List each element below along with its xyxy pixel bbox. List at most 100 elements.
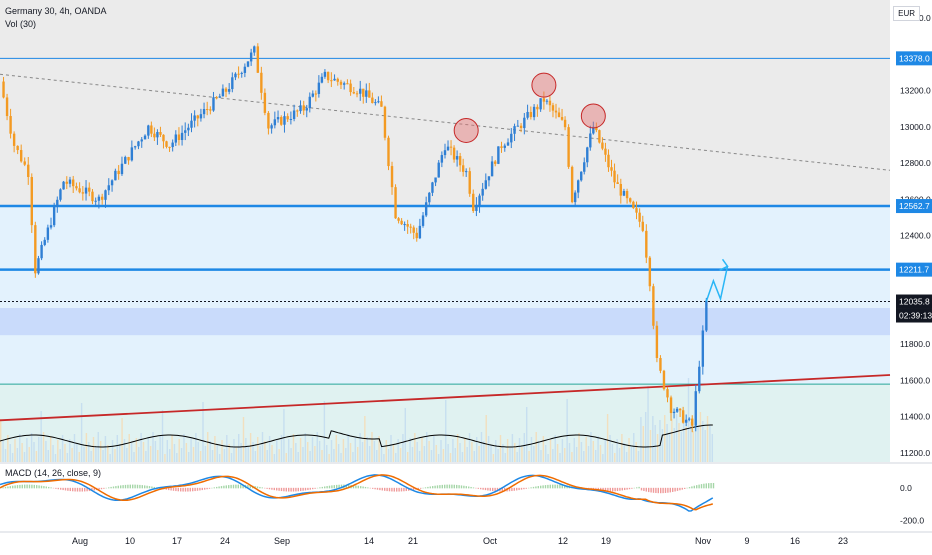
time-tick: Sep <box>274 536 290 546</box>
macd-bar <box>645 487 647 492</box>
candle-body <box>380 101 383 107</box>
macd-bar <box>696 485 698 489</box>
volume-bar <box>506 439 509 462</box>
candle-body <box>91 191 94 202</box>
candle-body <box>359 88 362 94</box>
currency-label[interactable]: EUR <box>893 6 920 21</box>
volume-bar <box>166 440 168 462</box>
macd-bar <box>360 486 362 489</box>
candle-body <box>523 117 526 129</box>
volume-bar <box>233 439 235 462</box>
volume-bar <box>385 440 387 462</box>
candle-body <box>72 179 75 187</box>
price-label-box <box>896 294 932 309</box>
candle-body <box>190 120 193 128</box>
candle-body <box>94 200 97 202</box>
macd-bar <box>242 484 244 489</box>
macd-bar <box>278 487 280 491</box>
candle-body <box>299 105 302 112</box>
candle-body <box>567 127 570 167</box>
candle-body <box>314 93 318 95</box>
macd-bar <box>204 487 206 490</box>
macd-bar <box>280 487 283 492</box>
macd-bar <box>247 485 249 489</box>
candle-body <box>516 125 520 127</box>
volume-bar <box>337 444 340 462</box>
macd-bar <box>369 487 371 489</box>
macd-bar <box>379 487 381 491</box>
macd-bar <box>544 485 547 489</box>
macd-bar <box>424 487 427 489</box>
macd-bar <box>208 487 211 489</box>
time-tick: Oct <box>483 536 498 546</box>
macd-bar <box>456 484 458 489</box>
candle-body <box>687 418 691 420</box>
macd-bar <box>103 487 105 489</box>
macd-bar <box>26 484 28 489</box>
candle-body <box>412 227 415 233</box>
macd-bar <box>148 486 151 489</box>
macd-bar <box>480 487 482 490</box>
up-trendline <box>0 374 891 422</box>
macd-bar <box>355 485 357 489</box>
macd-bar <box>74 487 76 492</box>
macd-bar <box>453 484 455 489</box>
volume-bar <box>521 447 523 462</box>
macd-bar <box>549 484 551 489</box>
candle-body <box>461 165 465 172</box>
volume-bar <box>392 444 395 462</box>
volume-bar <box>606 414 609 462</box>
macd-bar <box>616 487 619 492</box>
volume-bar <box>71 448 73 462</box>
macd-bar <box>2 487 4 489</box>
macd-bar <box>693 485 695 489</box>
volume-bar <box>228 444 230 462</box>
volume-bar <box>247 447 249 462</box>
macd-bar <box>444 484 446 489</box>
volume-bar <box>180 448 183 462</box>
volume-bar <box>254 451 257 462</box>
macd-bar <box>189 487 191 492</box>
candle-body <box>124 157 127 164</box>
candle-body <box>110 180 114 186</box>
candle-body <box>234 73 237 78</box>
macd-bar <box>472 487 475 489</box>
candle-body <box>339 81 343 85</box>
volume-bar <box>625 452 628 462</box>
macd-bar <box>129 484 131 489</box>
macd-bar <box>631 487 633 489</box>
macd-bar <box>628 487 631 490</box>
macd-bar <box>556 484 559 489</box>
volume-bar <box>185 443 188 462</box>
time-tick: 19 <box>601 536 611 546</box>
macd-bar <box>235 484 237 489</box>
volume-bar <box>418 451 421 462</box>
volume-bar <box>711 434 714 462</box>
macd-bar <box>319 487 321 489</box>
volume-bar <box>59 449 61 462</box>
macd-bar <box>340 484 343 489</box>
volume-bar <box>540 450 542 462</box>
volume-bar <box>535 432 537 462</box>
macd-bar <box>48 486 50 489</box>
macd-bar <box>465 486 467 489</box>
macd-bar <box>686 487 688 489</box>
volume-bar <box>518 438 521 462</box>
macd-bar <box>180 487 182 492</box>
volume-bar <box>697 426 699 462</box>
macd-bar <box>151 486 153 489</box>
volume-bar <box>649 430 652 462</box>
candle-body <box>342 83 346 85</box>
candle-body <box>625 191 629 199</box>
volume-bar <box>628 438 630 462</box>
candle-body <box>253 46 256 53</box>
volume-bar <box>449 453 452 462</box>
volume-bar <box>283 409 285 462</box>
macd-bar <box>643 487 645 492</box>
volume-bar <box>516 452 518 462</box>
macd-bar <box>45 486 47 489</box>
candle-body <box>580 171 583 181</box>
candle-body <box>140 139 143 142</box>
